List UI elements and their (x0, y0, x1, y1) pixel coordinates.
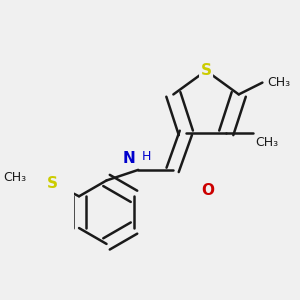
Text: O: O (202, 183, 215, 198)
Text: S: S (47, 176, 58, 190)
Text: S: S (201, 63, 212, 78)
Text: CH₃: CH₃ (255, 136, 278, 148)
Text: N: N (123, 151, 136, 166)
Text: H: H (142, 150, 152, 163)
Text: CH₃: CH₃ (3, 171, 26, 184)
Text: CH₃: CH₃ (268, 76, 291, 89)
